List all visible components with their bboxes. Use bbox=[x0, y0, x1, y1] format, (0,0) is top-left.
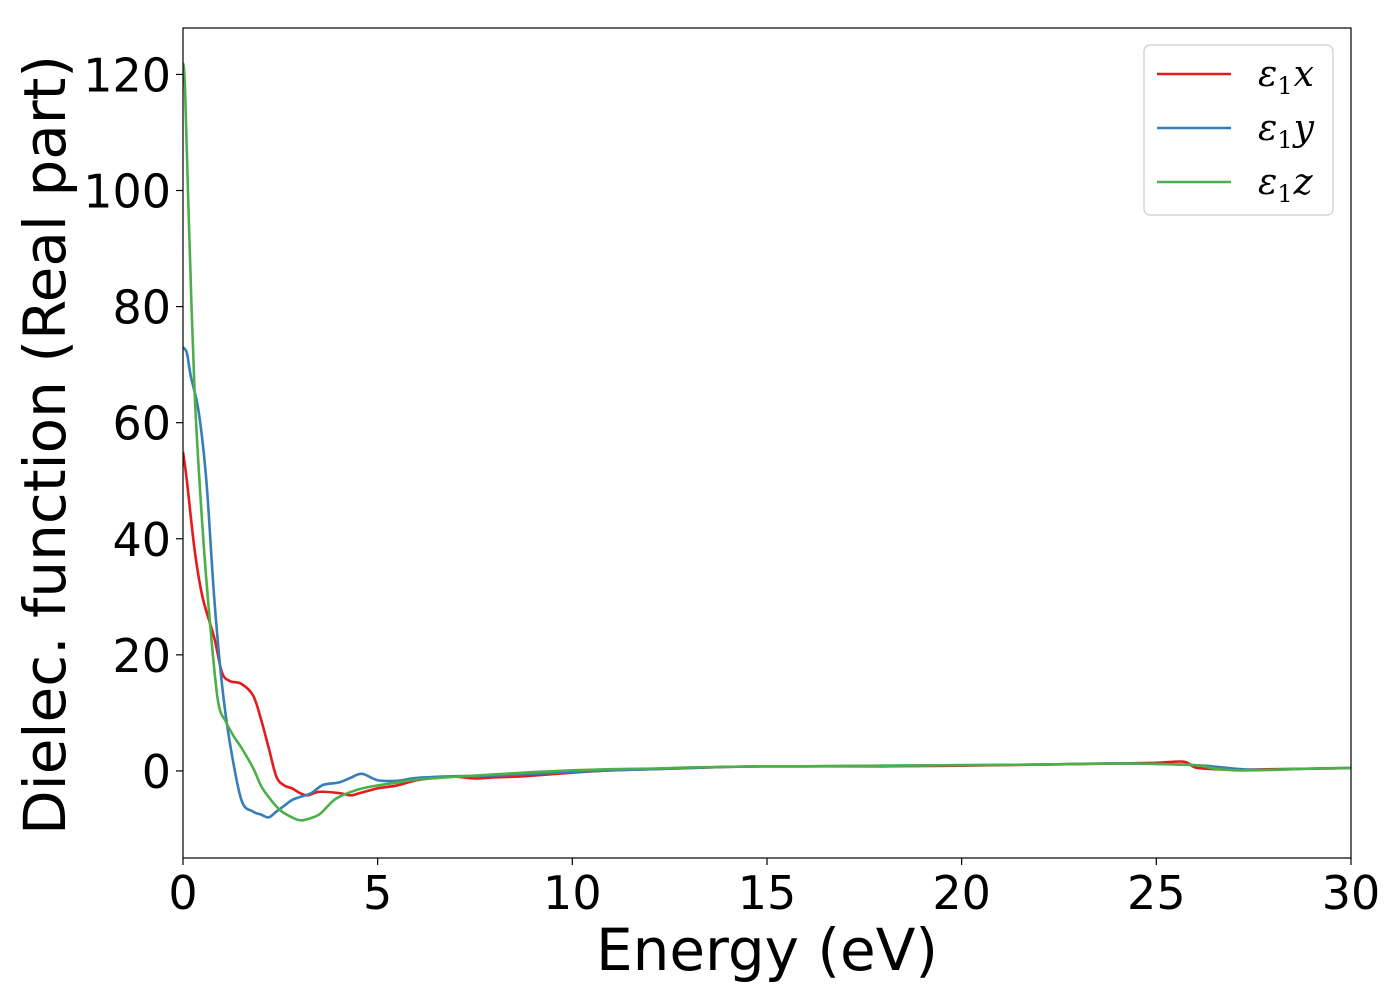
x-tick-label: 5 bbox=[363, 866, 392, 920]
legend-label-axis: x bbox=[1294, 54, 1314, 95]
legend-label-x: ε1x bbox=[1258, 54, 1314, 100]
x-tick-label: 10 bbox=[543, 866, 602, 920]
y-axis-title: Dielec. function (Real part) bbox=[11, 55, 79, 835]
legend-label-epsilon: ε bbox=[1258, 108, 1277, 149]
y-tick-label: 120 bbox=[83, 48, 171, 102]
y-tick-label: 40 bbox=[112, 513, 171, 567]
legend-label-y: ε1y bbox=[1258, 108, 1315, 154]
legend-label-epsilon: ε bbox=[1258, 162, 1277, 203]
x-tick-label: 15 bbox=[738, 866, 797, 920]
x-tick-label: 25 bbox=[1127, 866, 1186, 920]
legend-label-subscript: 1 bbox=[1277, 126, 1292, 154]
y-tick-label: 20 bbox=[112, 629, 171, 683]
legend-label-axis: y bbox=[1292, 108, 1315, 149]
legend-label-axis: z bbox=[1293, 162, 1314, 203]
x-tick-label: 30 bbox=[1322, 866, 1381, 920]
y-tick-label: 0 bbox=[142, 745, 171, 799]
y-axis-ticks: 0 20 40 60 80 100 120 bbox=[83, 48, 183, 799]
legend-label-epsilon: ε bbox=[1258, 54, 1277, 95]
y-tick-label: 100 bbox=[83, 165, 171, 219]
x-tick-label: 0 bbox=[168, 866, 197, 920]
y-tick-label: 80 bbox=[112, 281, 171, 335]
y-tick-label: 60 bbox=[112, 397, 171, 451]
x-axis-ticks: 0 5 10 15 20 25 30 bbox=[168, 858, 1380, 920]
legend-label-z: ε1z bbox=[1258, 162, 1314, 208]
legend-box bbox=[1143, 44, 1334, 216]
legend-label-subscript: 1 bbox=[1277, 72, 1292, 100]
x-axis-title: Energy (eV) bbox=[596, 916, 938, 984]
series-line-z bbox=[183, 62, 1351, 822]
x-tick-label: 20 bbox=[932, 866, 991, 920]
series-layer bbox=[183, 62, 1351, 822]
legend-label-subscript: 1 bbox=[1277, 180, 1292, 208]
